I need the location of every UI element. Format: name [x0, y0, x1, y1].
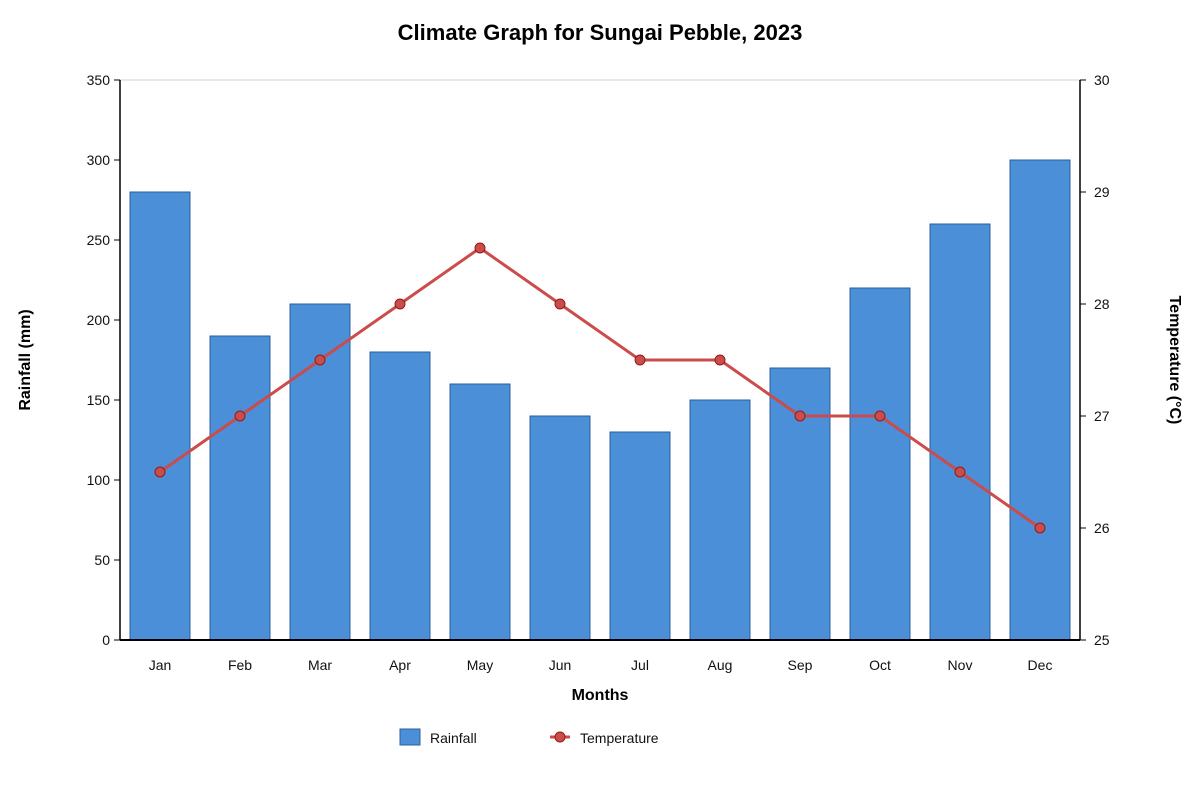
rainfall-bar-jun — [529, 415, 591, 641]
chart-title: Climate Graph for Sungai Pebble, 2023 — [398, 20, 803, 45]
x-tick-label: Jun — [549, 657, 572, 673]
temperature-point-jul — [634, 354, 646, 366]
temperature-point-may — [474, 242, 486, 254]
y-right-tick-label: 30 — [1094, 72, 1110, 88]
y-left-tick-label: 100 — [87, 472, 111, 488]
legend-rainfall-swatch — [399, 728, 421, 746]
y-left-tick-label: 150 — [87, 392, 111, 408]
y-right-tick-label: 26 — [1094, 520, 1110, 536]
y-right-tick-label: 25 — [1094, 632, 1110, 648]
rainfall-bar-may — [449, 383, 511, 641]
x-tick-label: Apr — [389, 657, 411, 673]
legend-rainfall-label: Rainfall — [430, 730, 477, 746]
temperature-point-sep — [794, 410, 806, 422]
y-left-tick-label: 300 — [87, 152, 111, 168]
x-tick-label: Sep — [788, 657, 813, 673]
temperature-point-apr — [394, 298, 406, 310]
rainfall-bar-dec — [1009, 159, 1071, 641]
rainfall-bar-apr — [369, 351, 431, 641]
y-axis-title-right: Temperature (°C) — [1166, 296, 1183, 425]
legend-temperature-marker — [554, 731, 566, 743]
x-tick-label: Feb — [228, 657, 252, 673]
x-tick-label: Oct — [869, 657, 891, 673]
x-tick-label: Dec — [1028, 657, 1053, 673]
y-right-tick-label: 29 — [1094, 184, 1110, 200]
y-left-tick-label: 0 — [102, 632, 110, 648]
rainfall-bar-jan — [129, 191, 191, 641]
temperature-point-jan — [154, 466, 166, 478]
y-right-tick-label: 28 — [1094, 296, 1110, 312]
legend: Rainfall Temperature — [399, 728, 659, 746]
x-tick-label: May — [467, 657, 493, 673]
y-left-tick-label: 250 — [87, 232, 111, 248]
y-left-tick-label: 350 — [87, 72, 111, 88]
axes-layer: 0 50 100 150 200 250 300 350 25 26 27 28 29 30 Jan Feb M… — [87, 72, 1110, 673]
bars-layer — [129, 159, 1071, 641]
rainfall-bar-jul — [609, 431, 671, 641]
legend-temperature-label: Temperature — [580, 730, 659, 746]
rainfall-bar-aug — [689, 399, 751, 641]
x-tick-label: Nov — [948, 657, 973, 673]
rainfall-bar-oct — [849, 287, 911, 641]
temperature-point-mar — [314, 354, 326, 366]
temperature-point-aug — [714, 354, 726, 366]
temperature-line-layer — [154, 242, 1046, 534]
y-axis-title-left: Rainfall (mm) — [17, 309, 34, 410]
temperature-point-dec — [1034, 522, 1046, 534]
rainfall-bar-feb — [209, 335, 271, 641]
temperature-point-oct — [874, 410, 886, 422]
x-axis-title: Months — [572, 687, 629, 704]
y-left-tick-label: 200 — [87, 312, 111, 328]
rainfall-bar-nov — [929, 223, 991, 641]
rainfall-bar-sep — [769, 367, 831, 641]
x-tick-label: Mar — [308, 657, 332, 673]
x-tick-label: Jul — [631, 657, 649, 673]
temperature-line — [159, 246, 1041, 530]
x-tick-label: Aug — [708, 657, 733, 673]
temperature-point-feb — [234, 410, 246, 422]
x-tick-label: Jan — [149, 657, 172, 673]
y-left-tick-label: 50 — [94, 552, 110, 568]
rainfall-bar-mar — [289, 303, 351, 641]
temperature-point-nov — [954, 466, 966, 478]
y-right-tick-label: 27 — [1094, 408, 1110, 424]
temperature-point-jun — [554, 298, 566, 310]
